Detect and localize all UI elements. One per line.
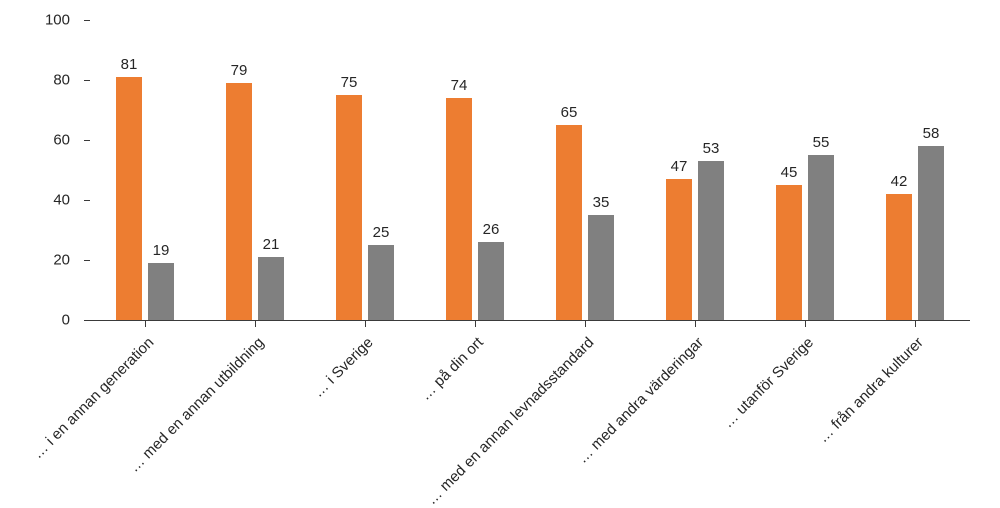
bar: [808, 155, 834, 320]
x-axis-label: … på din ort: [417, 334, 487, 404]
bar: [478, 242, 504, 320]
bar-value-label: 74: [451, 77, 468, 94]
y-axis-label: 20: [53, 252, 70, 269]
bar: [116, 77, 142, 320]
bar: [258, 257, 284, 320]
bar-value-label: 81: [121, 56, 138, 73]
bar: [588, 215, 614, 320]
x-tick: [915, 321, 916, 327]
x-tick: [365, 321, 366, 327]
y-tick: [84, 80, 90, 81]
y-tick: [84, 140, 90, 141]
y-tick: [84, 320, 90, 321]
bar: [698, 161, 724, 320]
bar-value-label: 21: [263, 236, 280, 253]
bar-value-label: 65: [561, 104, 578, 121]
x-tick: [255, 321, 256, 327]
bar: [886, 194, 912, 320]
x-tick: [695, 321, 696, 327]
x-axis-line: [90, 320, 970, 321]
bar-value-label: 35: [593, 194, 610, 211]
bar-value-label: 19: [153, 242, 170, 259]
bar: [776, 185, 802, 320]
bar-value-label: 45: [781, 164, 798, 181]
x-axis-label: … i en annan generation: [29, 334, 157, 462]
bar-value-label: 26: [483, 221, 500, 238]
x-tick: [585, 321, 586, 327]
x-axis-label: … med andra värderingar: [574, 334, 707, 467]
y-tick: [84, 260, 90, 261]
bar: [666, 179, 692, 320]
y-tick: [84, 200, 90, 201]
bar-value-label: 79: [231, 62, 248, 79]
bar: [368, 245, 394, 320]
bar-value-label: 53: [703, 140, 720, 157]
x-axis-label: … utanför Sverige: [720, 334, 818, 432]
bar-value-label: 47: [671, 158, 688, 175]
bar: [446, 98, 472, 320]
bar: [918, 146, 944, 320]
bar-value-label: 42: [891, 173, 908, 190]
x-tick: [805, 321, 806, 327]
bar-value-label: 25: [373, 224, 390, 241]
y-axis-label: 100: [45, 12, 70, 29]
x-tick: [475, 321, 476, 327]
y-tick: [84, 20, 90, 21]
bar: [336, 95, 362, 320]
bar: [556, 125, 582, 320]
bar-value-label: 55: [813, 134, 830, 151]
x-axis-label: … från andra kulturer: [815, 334, 927, 446]
bar-value-label: 58: [923, 125, 940, 142]
y-axis-label: 0: [62, 312, 70, 329]
y-axis-label: 60: [53, 132, 70, 149]
plot-area: 0204060801008119… i en annan generation7…: [90, 20, 970, 320]
y-axis-label: 40: [53, 192, 70, 209]
bar: [226, 83, 252, 320]
x-axis-label: … i Sverige: [310, 334, 377, 401]
bar-chart: 0 20 40 60 80 100 81 19 … i en annan generation 7…: [0, 0, 1000, 500]
bar-value-label: 75: [341, 74, 358, 91]
bar: [148, 263, 174, 320]
x-tick: [145, 321, 146, 327]
y-axis-label: 80: [53, 72, 70, 89]
